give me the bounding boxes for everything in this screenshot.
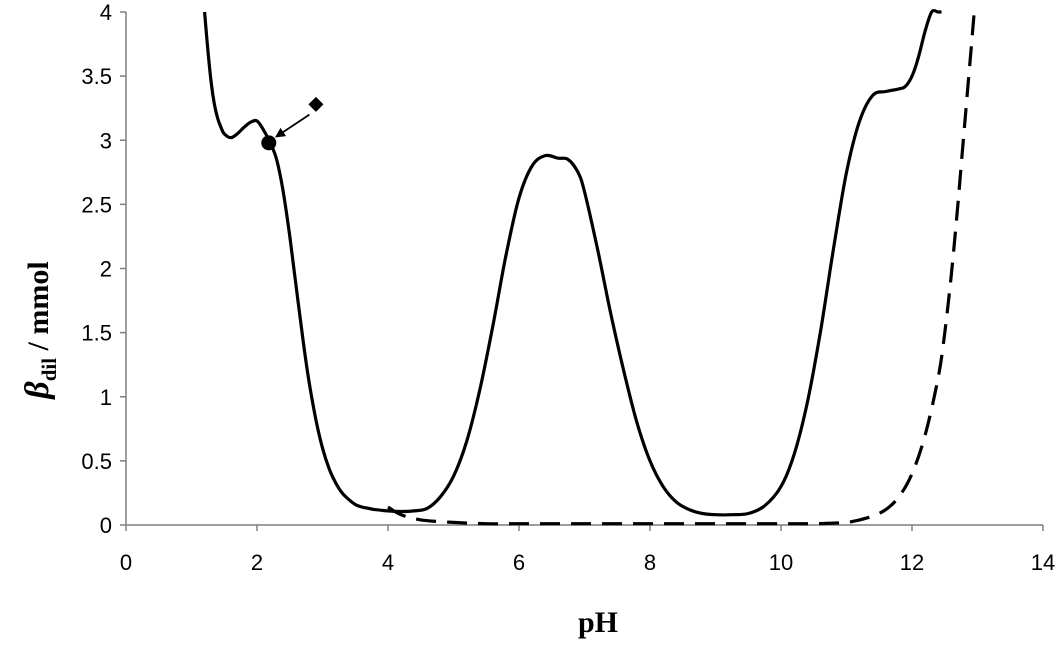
y-axis-title-unit: / mmol — [22, 261, 55, 358]
x-tick-label: 2 — [251, 550, 263, 575]
circle-marker — [261, 135, 277, 151]
x-tick-label: 8 — [644, 550, 656, 575]
x-tick-label: 6 — [513, 550, 525, 575]
x-axis-title: pH — [578, 606, 618, 639]
y-axis-title: βdil / mmol — [19, 261, 61, 400]
dashed-series-line — [387, 11, 976, 526]
ticks: 0 2 4 6 8 10 12 14 0 0.5 1 1.5 2 2.5 3 3.5 4 — [81, 0, 1055, 575]
series — [203, 8, 976, 526]
y-tick-label: 2 — [100, 257, 112, 282]
x-tick-label: 12 — [900, 550, 924, 575]
y-tick-label: 0.5 — [81, 449, 112, 474]
y-tick-label: 1 — [100, 385, 112, 410]
y-tick-label: 2.5 — [81, 192, 112, 217]
x-tick-label: 0 — [120, 550, 132, 575]
axes — [125, 12, 1043, 526]
y-axis-title-symbol: β — [19, 381, 56, 401]
annotations — [261, 96, 324, 151]
y-axis-title-subscript: dil — [37, 358, 61, 382]
x-tick-label: 4 — [382, 550, 394, 575]
y-tick-label: 1.5 — [81, 321, 112, 346]
y-tick-label: 4 — [100, 0, 112, 25]
x-tick-label: 14 — [1031, 550, 1055, 575]
y-tick-label: 3 — [100, 128, 112, 153]
solid-series-line — [203, 8, 942, 517]
y-tick-label: 0 — [100, 513, 112, 538]
y-tick-label: 3.5 — [81, 64, 112, 89]
annotation-arrow — [274, 113, 310, 138]
diamond-marker — [308, 96, 324, 112]
x-tick-label: 10 — [769, 550, 793, 575]
